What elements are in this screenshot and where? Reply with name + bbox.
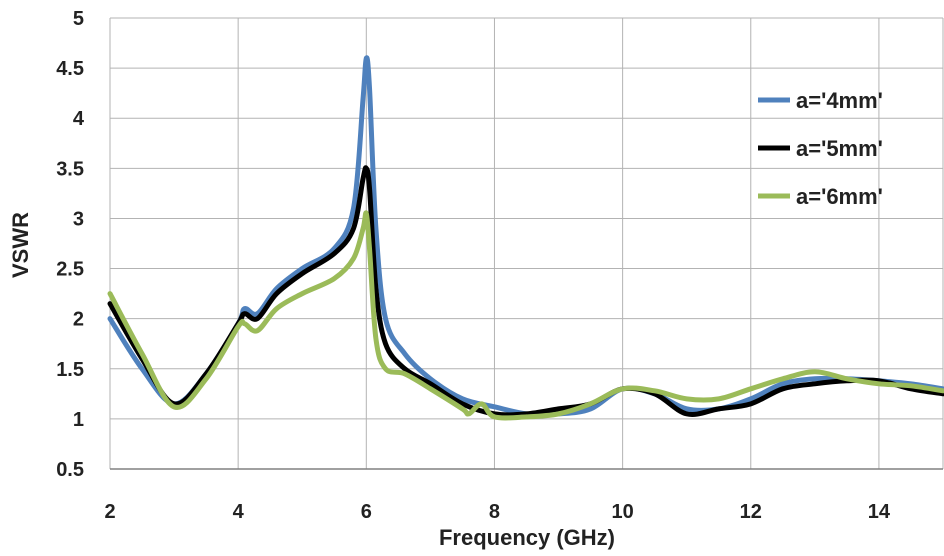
grid (109, 17, 944, 470)
y-axis-ticks: 0.5 1 1.5 2 2.5 3 3.5 4 4.5 5 (56, 8, 85, 481)
series-line-2 (107, 165, 944, 418)
y-tick-label: 2 (73, 309, 84, 331)
x-tick-label: 6 (361, 501, 372, 523)
series-line-3 (107, 210, 944, 421)
legend-label-3: a='6mm' (796, 184, 883, 209)
x-tick-label: 4 (233, 501, 245, 523)
y-tick-label: 3.5 (56, 158, 84, 180)
x-tick-label: 10 (611, 501, 633, 523)
legend: a='4mm' a='5mm' a='6mm' (758, 88, 883, 209)
y-tick-label: 2.5 (56, 259, 84, 281)
y-tick-label: 1 (73, 409, 84, 431)
y-axis-title: VSWR (8, 212, 33, 278)
y-tick-label: 1.5 (56, 359, 84, 381)
y-tick-label: 4.5 (56, 58, 84, 80)
legend-label-2: a='5mm' (796, 136, 883, 161)
x-tick-label: 2 (104, 501, 115, 523)
x-axis-ticks: 2 4 6 8 10 12 14 (104, 501, 890, 523)
y-tick-label: 5 (73, 8, 84, 30)
x-tick-label: 12 (740, 501, 762, 523)
legend-label-1: a='4mm' (796, 88, 883, 113)
series-group (107, 55, 944, 421)
x-tick-label: 14 (868, 501, 891, 523)
y-tick-label: 4 (73, 108, 85, 130)
x-tick-label: 8 (489, 501, 500, 523)
y-tick-label: 3 (73, 208, 84, 230)
y-tick-label: 0.5 (56, 459, 84, 481)
series-line-1 (107, 55, 944, 418)
x-axis-title: Frequency (GHz) (439, 525, 615, 550)
